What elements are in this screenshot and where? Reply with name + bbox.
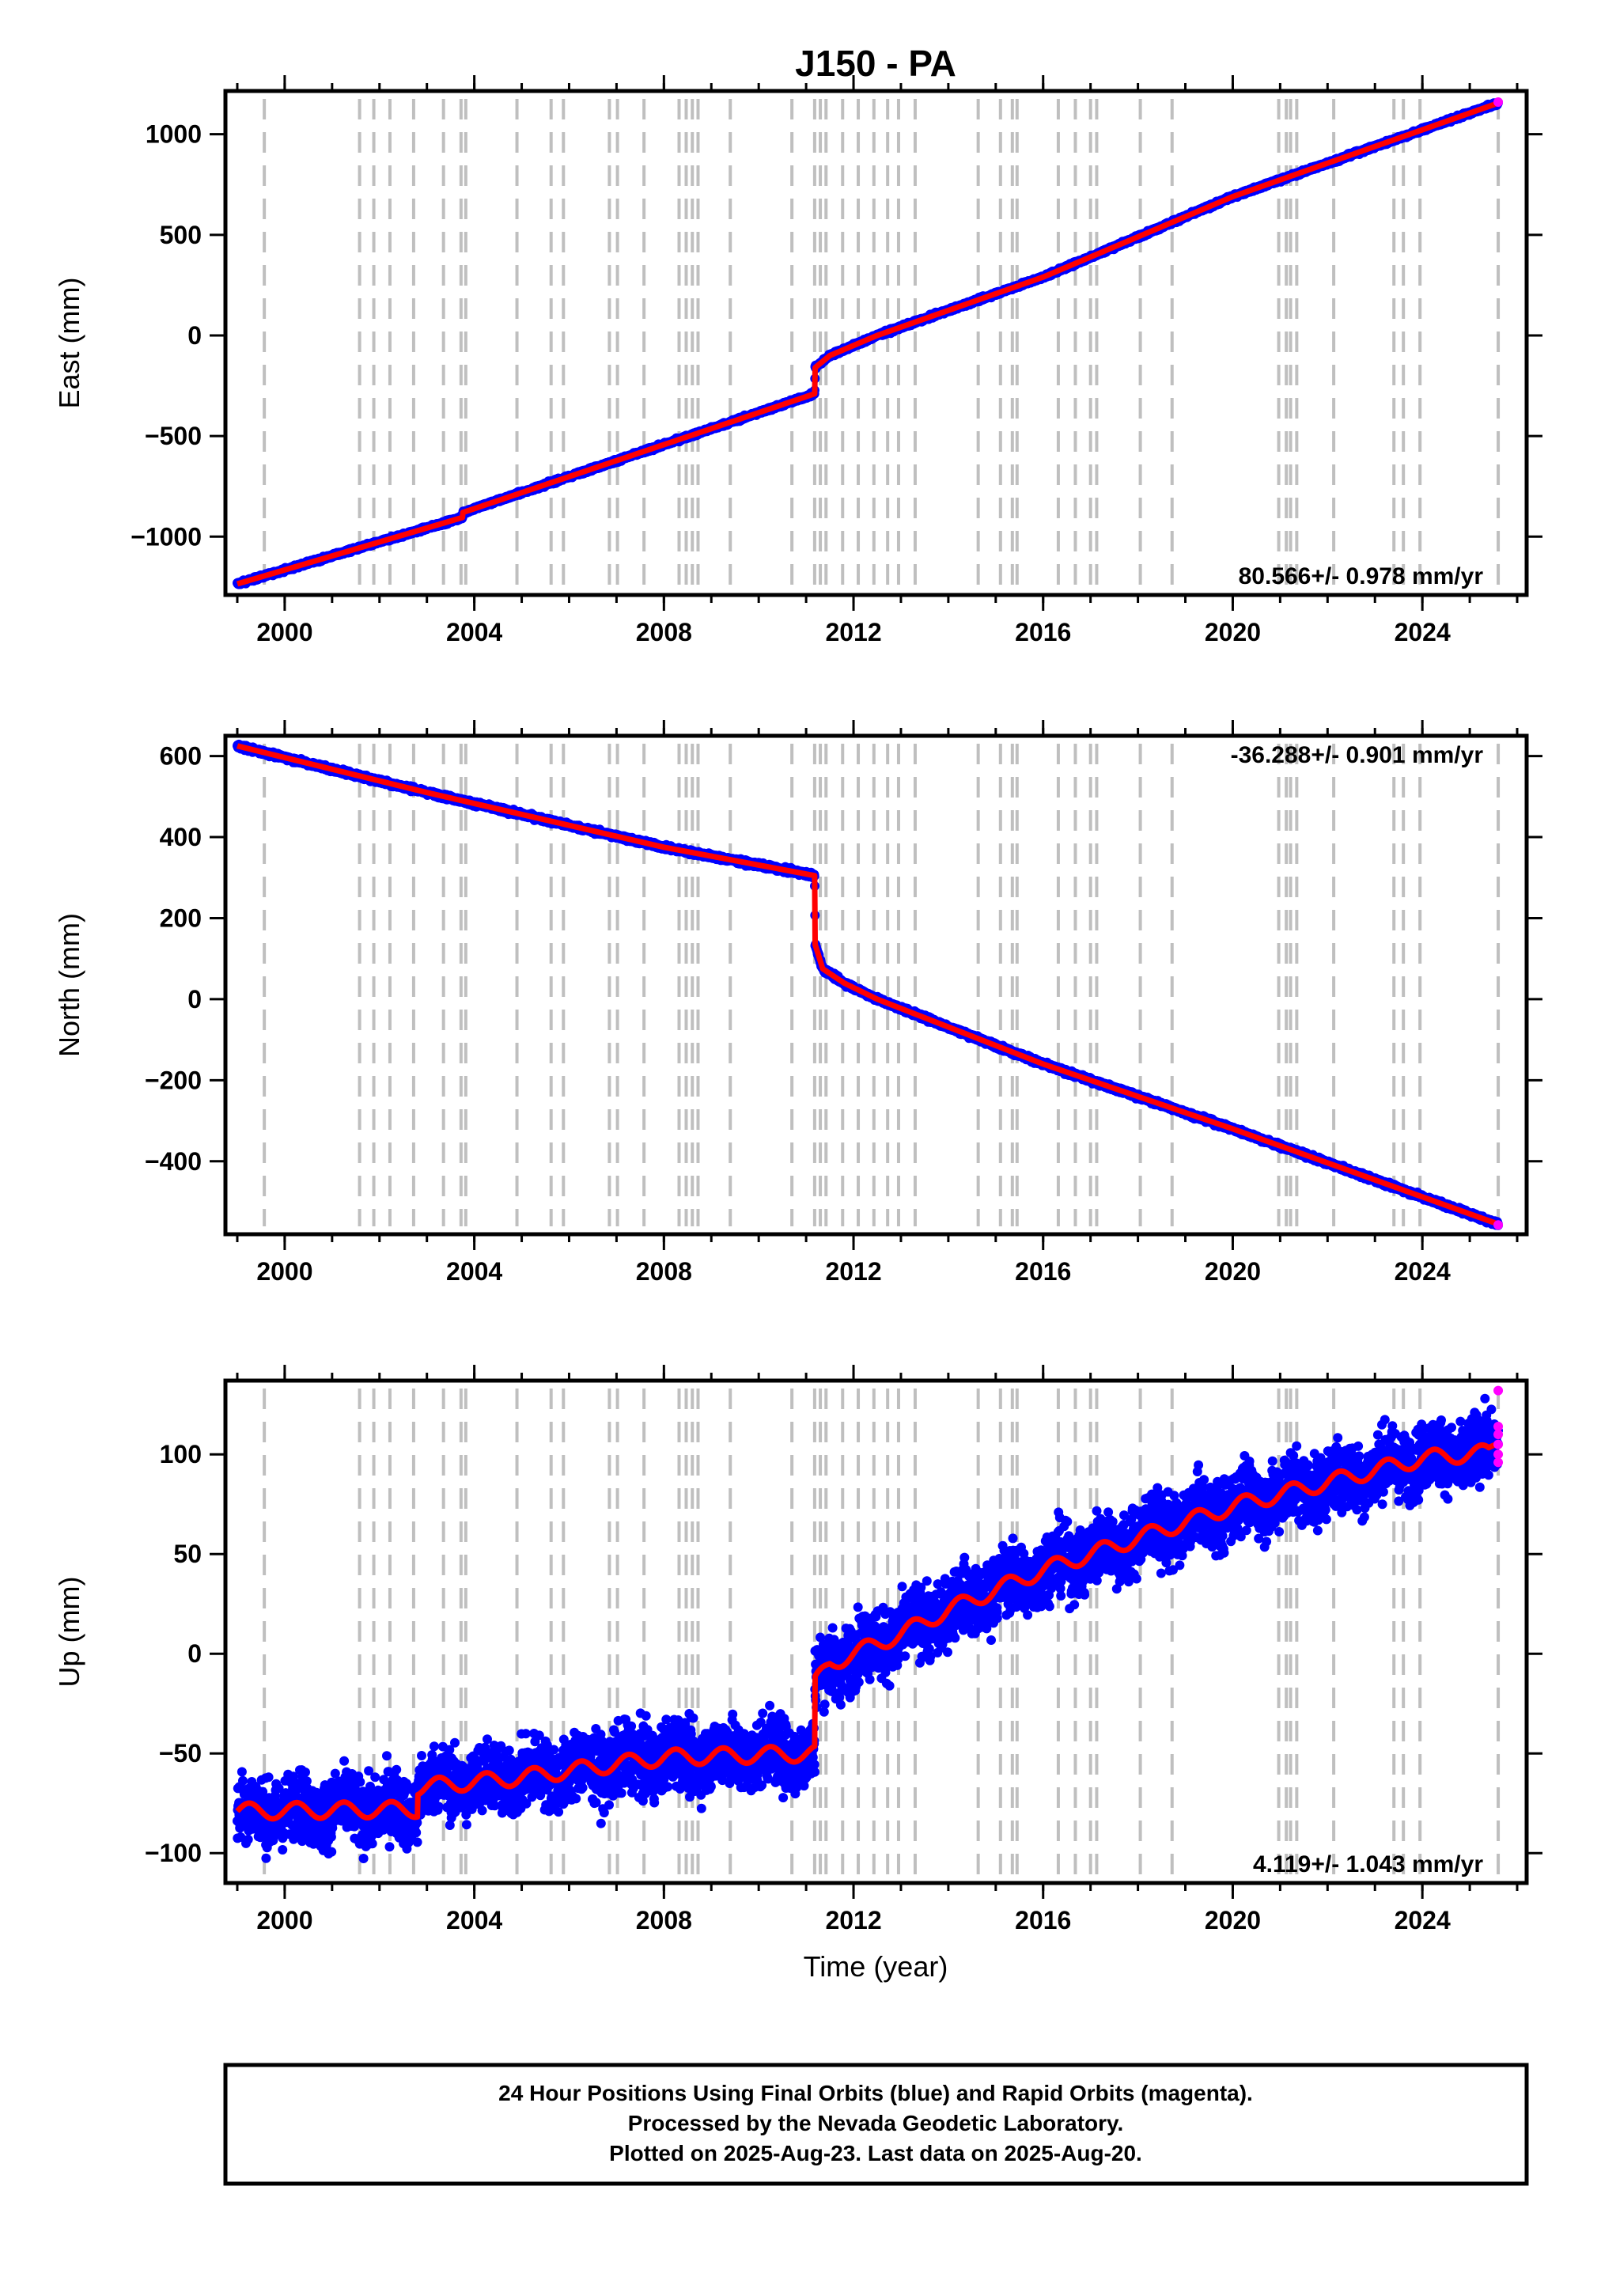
figure-title: J150 - PA: [795, 43, 956, 84]
panel-east: 2000 2004 2008 2012 2016 2020 2024−1000−500050…: [53, 75, 1542, 646]
